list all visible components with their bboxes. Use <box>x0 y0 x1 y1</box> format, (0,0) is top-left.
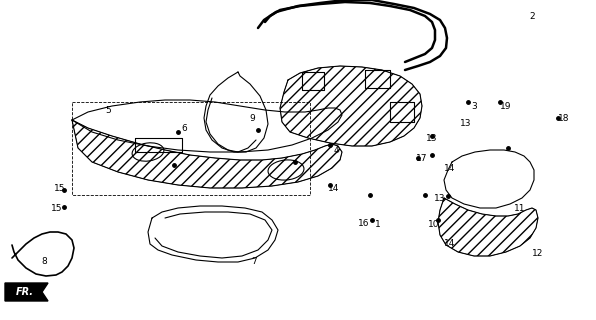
Text: 3: 3 <box>471 101 477 110</box>
Text: 1: 1 <box>375 220 381 228</box>
Text: 15: 15 <box>51 204 63 212</box>
Text: 11: 11 <box>514 204 526 212</box>
Polygon shape <box>5 283 48 301</box>
Text: 14: 14 <box>328 183 340 193</box>
Text: 14: 14 <box>444 164 456 172</box>
Text: 9: 9 <box>249 114 255 123</box>
Text: 17: 17 <box>416 154 428 163</box>
Text: 19: 19 <box>500 101 512 110</box>
Text: 10: 10 <box>429 220 440 228</box>
Text: 14: 14 <box>444 238 456 247</box>
Text: 12: 12 <box>532 250 544 259</box>
Text: 7: 7 <box>251 258 257 267</box>
Text: 13: 13 <box>426 133 437 142</box>
Text: 15: 15 <box>54 183 66 193</box>
Text: 13: 13 <box>434 194 446 203</box>
Text: 4: 4 <box>333 146 339 155</box>
Text: 6: 6 <box>181 124 187 132</box>
Text: 5: 5 <box>105 106 111 115</box>
Text: 16: 16 <box>358 219 370 228</box>
Text: 2: 2 <box>529 12 535 20</box>
Text: 18: 18 <box>558 114 570 123</box>
Text: FR.: FR. <box>16 287 34 297</box>
Text: 13: 13 <box>460 118 472 127</box>
Text: 8: 8 <box>41 258 47 267</box>
